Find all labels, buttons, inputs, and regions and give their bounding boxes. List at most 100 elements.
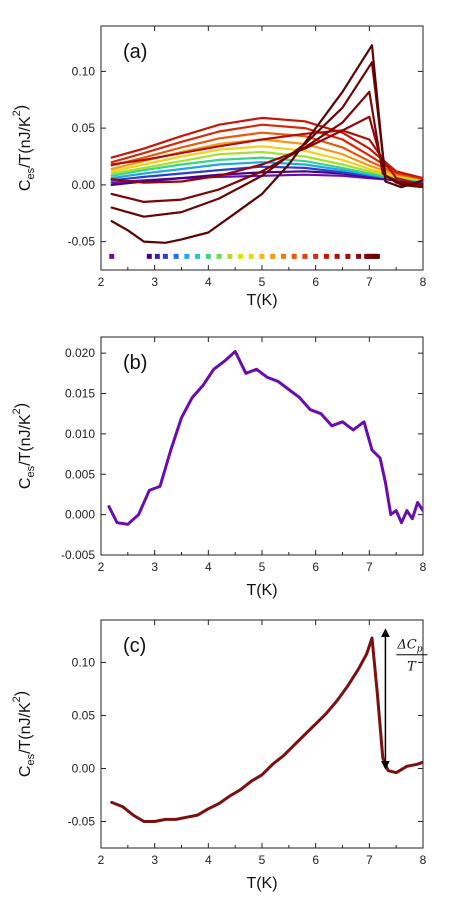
y-axis-label-rest: /T(nJ/K bbox=[17, 116, 34, 168]
series-line-0 bbox=[107, 350, 423, 526]
panel-label: (a) bbox=[123, 41, 147, 63]
temperature-marker bbox=[374, 253, 380, 259]
y-tick-label: -0.05 bbox=[68, 814, 96, 828]
y-tick-label: 0.10 bbox=[72, 655, 96, 669]
series-group bbox=[107, 350, 423, 526]
delta-cp-numerator-sub: p bbox=[417, 645, 423, 655]
x-tick-label: 7 bbox=[366, 853, 373, 867]
y-tick-label: 0.00 bbox=[72, 178, 96, 192]
y-axis-label-sup: 2 bbox=[11, 408, 23, 414]
x-tick-label: 4 bbox=[205, 853, 212, 867]
series-line-3 bbox=[110, 161, 423, 183]
x-tick-label: 2 bbox=[98, 275, 105, 289]
y-axis-label-sup: 2 bbox=[11, 110, 23, 116]
y-axis-label-main: C bbox=[17, 766, 34, 778]
temperature-marker bbox=[205, 253, 211, 259]
temperature-marker bbox=[195, 253, 201, 259]
temperature-marker bbox=[173, 253, 179, 259]
x-tick-label: 5 bbox=[259, 853, 266, 867]
x-tick-label: 6 bbox=[312, 560, 319, 574]
temperature-marker bbox=[184, 253, 190, 259]
temperature-marker bbox=[227, 253, 233, 259]
x-tick-label: 6 bbox=[312, 853, 319, 867]
x-axis-label: T(K) bbox=[246, 292, 277, 309]
x-axis-label: T(K) bbox=[246, 875, 277, 892]
x-tick-label: 3 bbox=[151, 275, 158, 289]
y-tick-label: 0.005 bbox=[65, 467, 95, 481]
x-tick-label: 5 bbox=[259, 275, 266, 289]
temperature-marker bbox=[302, 253, 308, 259]
delta-cp-numerator: ΔCp bbox=[396, 638, 422, 655]
temperature-marker bbox=[146, 253, 152, 259]
x-axis-label: T(K) bbox=[246, 582, 277, 599]
x-tick-label: 7 bbox=[366, 560, 373, 574]
x-tick-label: 4 bbox=[205, 560, 212, 574]
y-axis-label-close: ) bbox=[13, 403, 30, 408]
x-tick-label: 2 bbox=[98, 560, 105, 574]
temperature-marker bbox=[109, 253, 115, 259]
panel-label: (b) bbox=[123, 352, 147, 374]
temperature-marker bbox=[259, 253, 265, 259]
delta-cp-numerator-text: ΔC bbox=[396, 638, 416, 653]
x-tick-label: 8 bbox=[420, 853, 427, 867]
y-tick-label: 0.020 bbox=[65, 346, 95, 360]
y-tick-label: 0.00 bbox=[72, 761, 96, 775]
y-axis-label-main: C bbox=[17, 180, 34, 192]
y-tick-label: 0.015 bbox=[65, 387, 95, 401]
x-tick-label: 5 bbox=[259, 560, 266, 574]
x-tick-label: 4 bbox=[205, 275, 212, 289]
temperature-marker bbox=[372, 253, 378, 259]
panel-c: 2 3 4 5 6 7 8 -0.05 0.00 0.05 0.10 T(K) Ces/T(nJ/K2)… bbox=[11, 619, 428, 892]
series-line-15 bbox=[110, 44, 423, 244]
temperature-marker bbox=[238, 253, 244, 259]
temperature-marker bbox=[345, 253, 351, 259]
y-tick-label: 0.000 bbox=[65, 508, 95, 522]
x-tick-label: 8 bbox=[420, 560, 427, 574]
temperature-marker bbox=[280, 253, 286, 259]
temperature-marker bbox=[364, 253, 370, 259]
y-axis-label: Ces/T(nJ/K2) bbox=[11, 105, 37, 191]
y-axis-label: Ces/T(nJ/K2) bbox=[11, 691, 37, 777]
y-axis-label-rest: /T(nJ/K bbox=[17, 702, 34, 754]
x-tick-label: 2 bbox=[98, 853, 105, 867]
y-axis-label-sub: es bbox=[25, 753, 37, 765]
panel-a: 2 3 4 5 6 7 8-0.050.000.050.10T(K)Ces/T(nJ/K2)… bbox=[11, 25, 427, 309]
x-tick-label: 8 bbox=[420, 275, 427, 289]
y-tick-label: 0.010 bbox=[65, 427, 95, 441]
y-axis-label-sub: es bbox=[25, 167, 37, 179]
y-tick-label: -0.005 bbox=[61, 548, 95, 562]
y-axis-label-rest: /T(nJ/K bbox=[17, 414, 34, 466]
y-tick-label: 0.05 bbox=[72, 708, 96, 722]
temperature-marker bbox=[369, 253, 375, 259]
y-tick-label: 0.05 bbox=[72, 121, 96, 135]
temperature-marker bbox=[154, 253, 160, 259]
temperature-marker bbox=[366, 253, 372, 259]
temperature-marker bbox=[216, 253, 222, 259]
temperature-marker bbox=[291, 253, 297, 259]
delta-cp-denominator: T bbox=[407, 660, 417, 675]
y-axis-label-main: C bbox=[17, 478, 34, 490]
panel-label: (c) bbox=[123, 635, 146, 657]
y-tick-label: 0.10 bbox=[72, 64, 96, 78]
temperature-marker bbox=[162, 253, 168, 259]
series-group bbox=[110, 636, 423, 823]
y-axis-label-sub: es bbox=[25, 465, 37, 477]
x-tick-label: 3 bbox=[151, 560, 158, 574]
temperature-marker bbox=[334, 253, 340, 259]
temperature-marker bbox=[356, 253, 362, 259]
plot-frame bbox=[100, 336, 424, 556]
temperature-marker bbox=[323, 253, 329, 259]
temperature-marker bbox=[270, 253, 276, 259]
series-line-0 bbox=[110, 636, 423, 823]
y-axis-label-close: ) bbox=[13, 691, 30, 696]
panel-b: 2 3 4 5 6 7 8 -0.005 0.000 0.005 0.010 0.015 0.020 T(… bbox=[11, 336, 427, 599]
x-tick-label: 7 bbox=[366, 275, 373, 289]
series-group bbox=[110, 44, 423, 244]
y-tick-label: -0.05 bbox=[68, 235, 96, 249]
temperature-marker bbox=[313, 253, 319, 259]
y-axis-label-close: ) bbox=[13, 105, 30, 110]
temperature-marker bbox=[248, 253, 254, 259]
x-tick-label: 6 bbox=[312, 275, 319, 289]
x-tick-label: 3 bbox=[151, 853, 158, 867]
